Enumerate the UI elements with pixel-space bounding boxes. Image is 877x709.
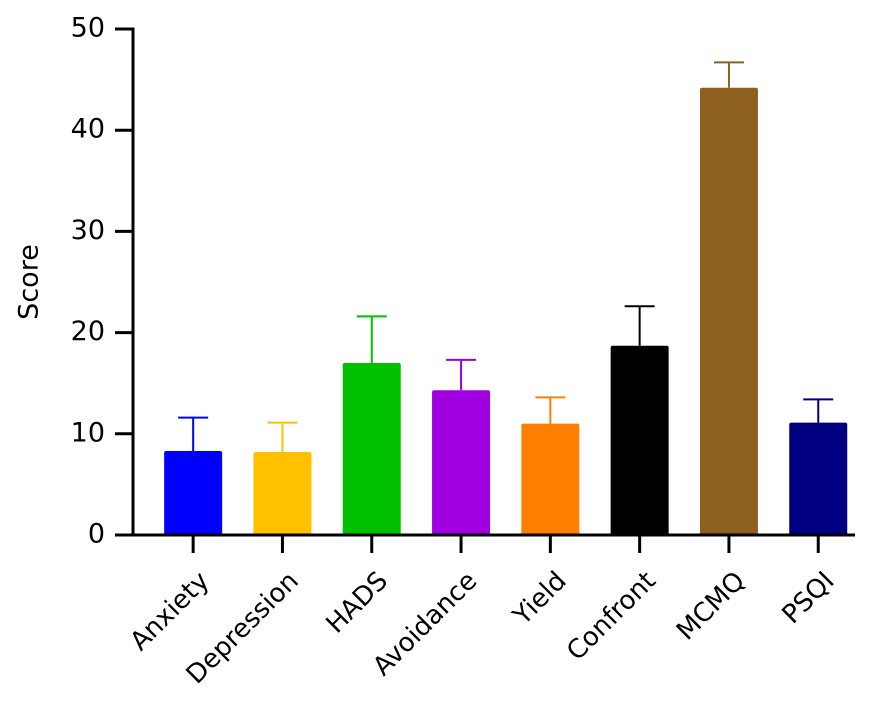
y-tick-label: 50	[71, 13, 105, 44]
x-tick-label: Anxiety	[125, 566, 216, 657]
y-axis-label: Score	[14, 244, 45, 320]
x-tick-label: HADS	[321, 566, 394, 639]
bar	[610, 345, 669, 535]
bar	[789, 422, 848, 535]
bar	[164, 451, 223, 535]
x-tick-label: Yield	[507, 566, 573, 632]
bar	[253, 452, 312, 535]
x-tick-label: MCMQ	[671, 566, 751, 646]
bar	[699, 87, 758, 536]
y-tick-label: 10	[71, 417, 105, 448]
y-tick-label: 30	[71, 215, 105, 246]
x-tick-label: Confront	[561, 566, 662, 667]
bar	[521, 423, 580, 535]
y-tick-label: 20	[71, 316, 105, 347]
x-tick-label: PSQI	[777, 566, 841, 630]
y-tick-label: 40	[71, 114, 105, 145]
y-tick-label: 0	[88, 519, 105, 550]
bar	[342, 362, 401, 535]
bar	[432, 390, 491, 535]
